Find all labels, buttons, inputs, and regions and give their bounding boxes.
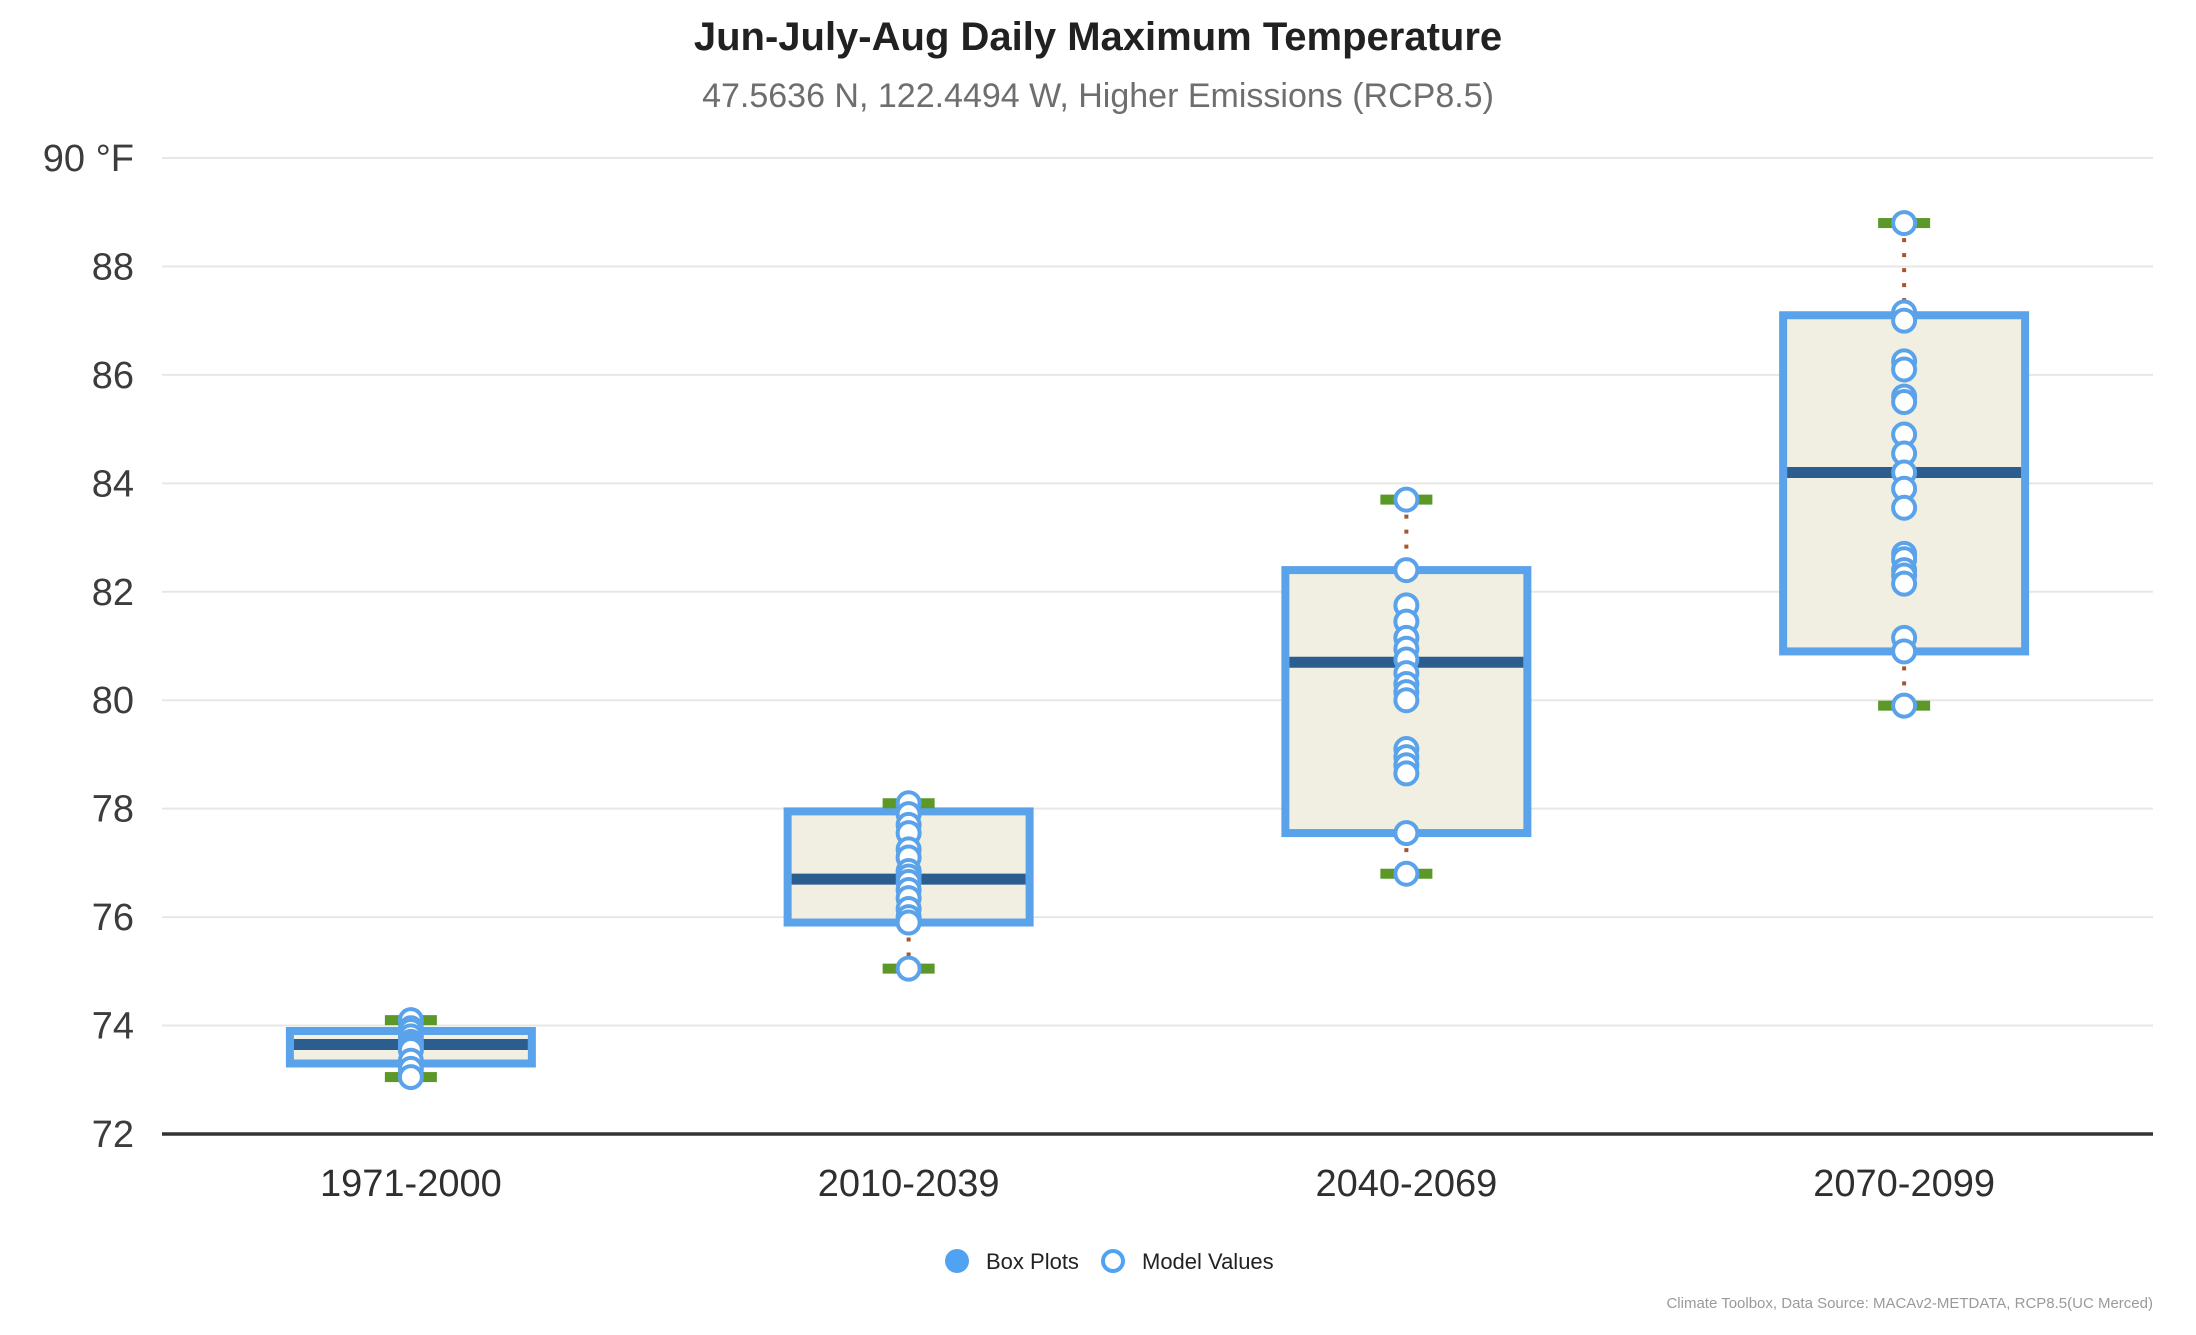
model-value-point[interactable] <box>895 909 922 936</box>
model-value-point[interactable] <box>1393 820 1420 847</box>
y-tick-label: 90 °F <box>43 138 134 180</box>
chart-subtitle: 47.5636 N, 122.4494 W, Higher Emissions … <box>702 77 1494 115</box>
legend: Box Plots Model Values <box>945 1249 1274 1274</box>
x-axis-label-1971-2000: 1971-2000 <box>320 1163 502 1205</box>
y-tick-label: 82 <box>92 572 134 614</box>
model-value-point[interactable] <box>895 955 922 982</box>
x-axis-label-2010-2039: 2010-2039 <box>818 1163 1000 1205</box>
model-value-point[interactable] <box>1891 638 1918 665</box>
y-tick-label: 86 <box>92 355 134 397</box>
model-value-point[interactable] <box>1393 760 1420 787</box>
box-plots-legend-icon[interactable] <box>945 1249 969 1273</box>
model-value-point[interactable] <box>1891 692 1918 719</box>
y-tick-label: 76 <box>92 897 134 939</box>
model-value-point[interactable] <box>1393 687 1420 714</box>
y-tick-label: 72 <box>92 1114 134 1156</box>
box-plots-legend-label[interactable]: Box Plots <box>986 1249 1079 1274</box>
chart-title: Jun-July-Aug Daily Maximum Temperature <box>694 15 1502 59</box>
model-value-point[interactable] <box>1891 307 1918 334</box>
y-tick-label: 74 <box>92 1006 134 1048</box>
x-axis-label-2070-2099: 2070-2099 <box>1813 1163 1995 1205</box>
y-tick-label: 88 <box>92 246 134 288</box>
model-value-point[interactable] <box>1891 389 1918 415</box>
y-tick-label: 80 <box>92 680 134 722</box>
model-value-point[interactable] <box>1891 210 1918 237</box>
model-values-legend-icon[interactable] <box>1101 1249 1125 1273</box>
model-value-point[interactable] <box>1393 860 1420 887</box>
attribution-text: Climate Toolbox, Data Source: MACAv2-MET… <box>1666 1295 2153 1312</box>
model-value-point[interactable] <box>1891 570 1918 597</box>
x-axis-label-2040-2069: 2040-2069 <box>1316 1163 1498 1205</box>
y-tick-label: 78 <box>92 789 134 831</box>
model-value-point[interactable] <box>1393 486 1420 513</box>
y-tick-label: 84 <box>92 463 134 505</box>
model-values-legend-label[interactable]: Model Values <box>1142 1249 1274 1274</box>
model-value-point[interactable] <box>1891 356 1918 383</box>
model-value-point[interactable] <box>397 1064 424 1091</box>
model-value-point[interactable] <box>1393 557 1420 584</box>
model-value-point[interactable] <box>1891 494 1918 521</box>
